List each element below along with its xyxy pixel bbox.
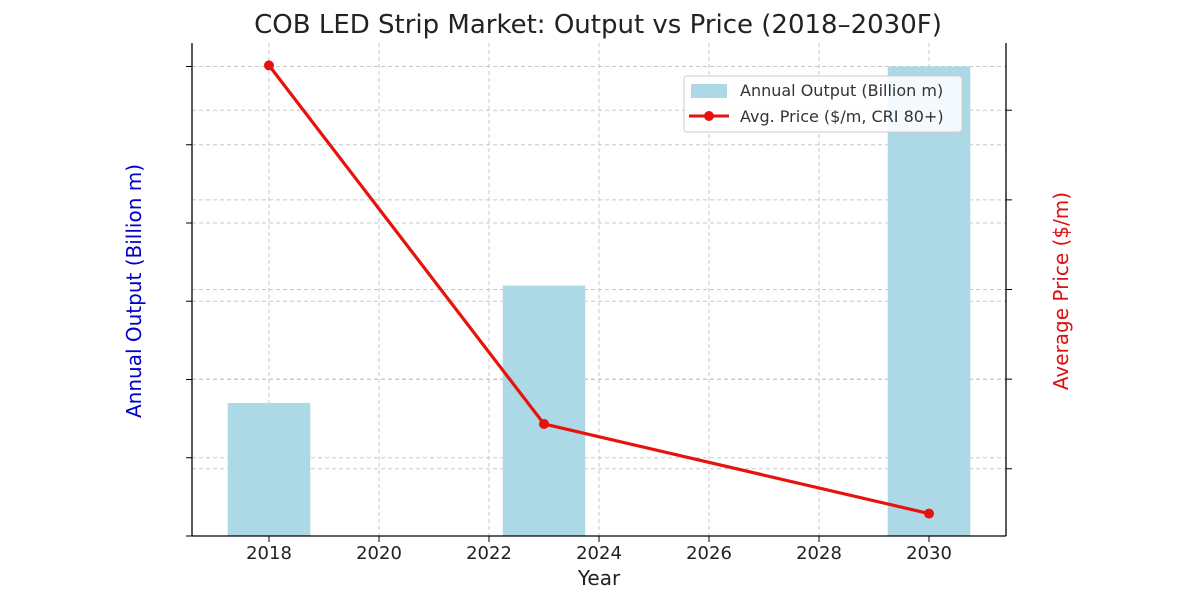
axes: 2018 2020 2022 2024 2026 2028 2030 <box>186 43 1012 564</box>
bar-series <box>227 66 971 536</box>
output-bar-2018 <box>227 402 311 536</box>
price-point-2030 <box>924 508 934 519</box>
legend-label-price: Avg. Price ($/m, CRI 80+) <box>740 107 944 126</box>
price-point-2023 <box>539 418 549 429</box>
legend-label-output: Annual Output (Billion m) <box>740 81 943 100</box>
legend-frame <box>683 75 963 133</box>
price-point-2018 <box>264 60 274 71</box>
x-tick-label: 2018 <box>246 543 292 564</box>
x-tick-label: 2030 <box>906 543 952 564</box>
x-axis-label: Year <box>577 566 621 590</box>
line-series <box>264 60 934 519</box>
chart-title: COB LED Strip Market: Output vs Price (2… <box>254 10 942 40</box>
output-bar-2030 <box>887 66 971 536</box>
right-axis-label: Average Price ($/m) <box>1049 192 1073 390</box>
legend-marker-price <box>704 111 714 121</box>
legend: Annual Output (Billion m) Avg. Price ($/… <box>683 75 963 133</box>
x-tick-label: 2022 <box>466 543 512 564</box>
x-tick-label: 2020 <box>356 543 402 564</box>
x-tick-label: 2028 <box>796 543 842 564</box>
left-axis-label: Annual Output (Billion m) <box>122 164 146 418</box>
output-bar-2023 <box>502 285 586 536</box>
legend-swatch-output <box>691 84 727 98</box>
x-tick-label: 2026 <box>686 543 732 564</box>
x-tick-label: 2024 <box>576 543 622 564</box>
